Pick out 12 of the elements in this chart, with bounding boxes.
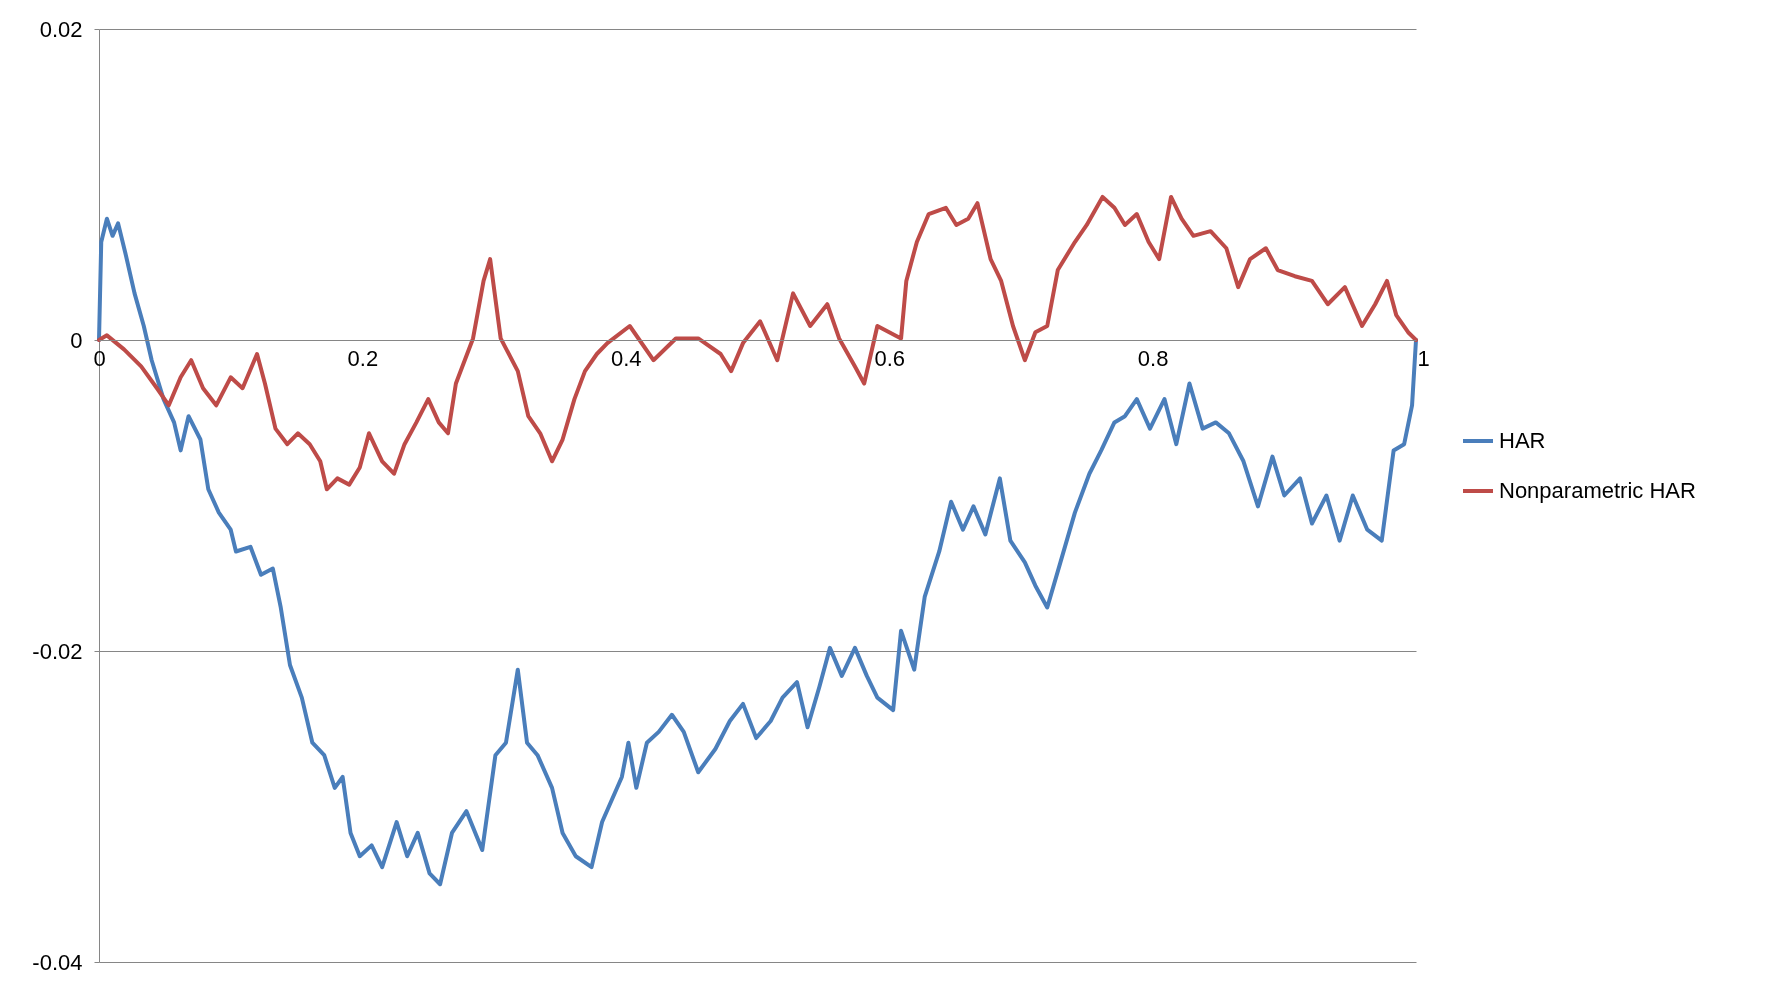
- x-tick-label: 1: [1417, 345, 1430, 371]
- x-tick-label: 0.8: [1137, 345, 1169, 371]
- x-tick-label: 0: [93, 345, 106, 371]
- y-tick-label: 0.02: [39, 16, 83, 42]
- y-tick-label: -0.02: [32, 638, 83, 664]
- legend-label: HAR: [1499, 428, 1546, 453]
- x-tick-label: 0.6: [874, 345, 905, 371]
- y-tick-label: -0.04: [32, 949, 83, 975]
- x-tick-label: 0.2: [347, 345, 379, 371]
- legend-label: Nonparametric HAR: [1499, 478, 1696, 503]
- y-tick-label: 0: [70, 327, 83, 353]
- x-tick-label: 0.4: [611, 345, 642, 371]
